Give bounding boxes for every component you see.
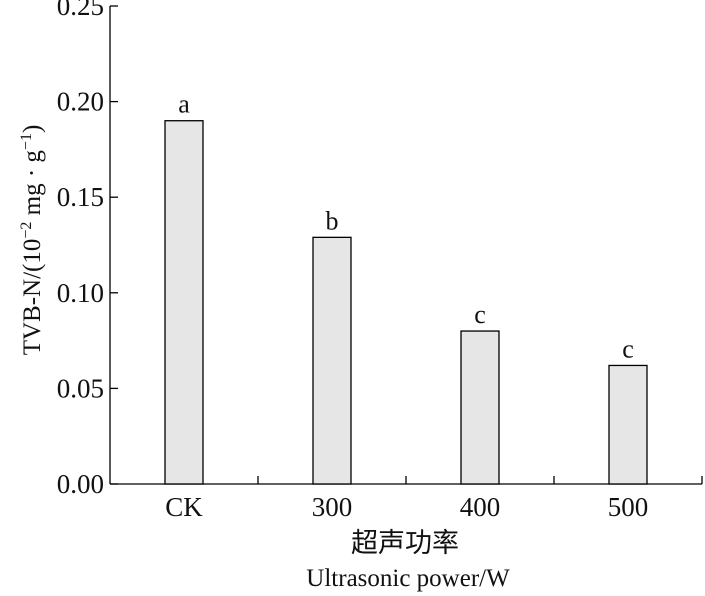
x-axis-label-cn: 超声功率 — [351, 528, 459, 559]
x-tick-label: 300 — [312, 492, 353, 522]
plot-area: 0.00 0.05 0.10 0.15 0.20 0.25 CK a 300 b 400 c 500 c — [57, 0, 703, 522]
bar-300 — [312, 236, 352, 485]
significance-label: c — [622, 334, 634, 363]
y-axis-label-main: TVB-N/(10 — [19, 239, 46, 356]
y-tick-label: 0.00 — [57, 469, 104, 499]
y-tick-label: 0.20 — [57, 87, 104, 117]
x-tick-label: 400 — [460, 492, 501, 522]
y-tick-label: 0.10 — [57, 278, 104, 308]
y-axis-label-sup1: −2 — [18, 222, 35, 239]
bar-CK — [164, 120, 204, 485]
y-tick-label: 0.25 — [57, 0, 104, 21]
x-axis-label-en: Ultrasonic power/W — [306, 565, 510, 592]
significance-label: c — [474, 300, 486, 329]
y-axis-label-end: ) — [19, 125, 46, 133]
x-tick-label: CK — [165, 492, 203, 522]
significance-label: a — [178, 90, 190, 119]
y-axis-label: TVB-N/(10−2 mg · g−1) — [18, 125, 46, 356]
y-tick-label: 0.15 — [57, 182, 104, 212]
bar-400 — [460, 330, 500, 485]
y-axis-label-sup2: −1 — [18, 133, 35, 150]
x-tick-label: 500 — [608, 492, 649, 522]
y-axis-label-mid: mg · g — [19, 150, 46, 222]
bar-500 — [608, 364, 648, 485]
y-tick-label: 0.05 — [57, 373, 104, 403]
significance-label: b — [326, 206, 339, 235]
